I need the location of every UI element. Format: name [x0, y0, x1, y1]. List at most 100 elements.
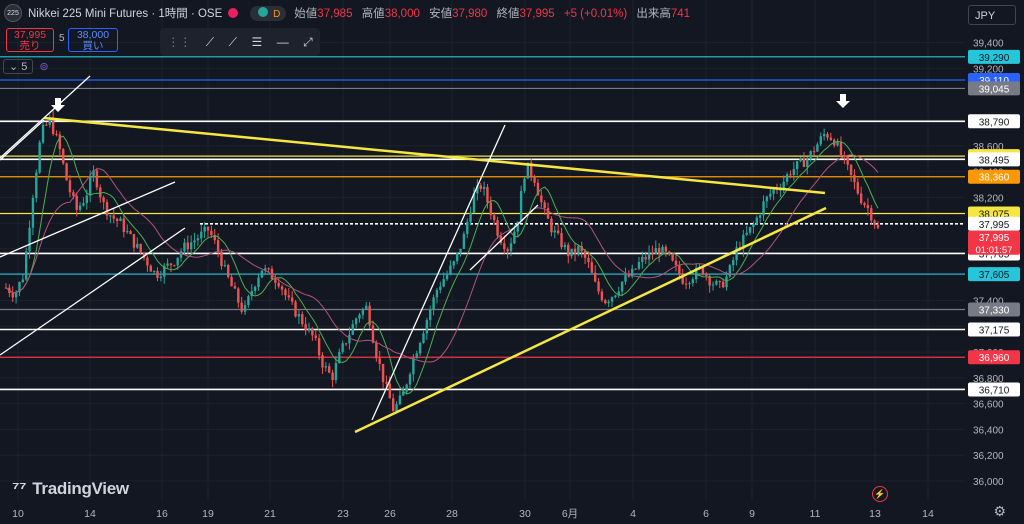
indicator-toggle[interactable]: ⌄ 5 ⊚: [3, 58, 49, 74]
candle-body: [462, 233, 466, 249]
candle-body: [853, 174, 856, 183]
candle-body: [654, 248, 657, 255]
change-value: +5 (+0.01%): [563, 8, 628, 20]
candle-body: [139, 243, 142, 253]
candle-body: [166, 263, 169, 266]
ray-tool-icon[interactable]: ⟋: [228, 34, 237, 49]
candle-body: [506, 249, 509, 252]
candle-body: [75, 195, 78, 210]
candle-body: [132, 234, 136, 248]
symbol-title[interactable]: Nikkei 225 Mini Futures · 1時間 · OSE: [28, 8, 223, 20]
candle-body: [227, 265, 230, 278]
candle-body: [795, 161, 799, 170]
candle-body: [365, 305, 368, 310]
candle-body: [789, 174, 792, 176]
candle-body: [519, 190, 523, 222]
candle-body: [624, 275, 627, 282]
candle-body: [18, 281, 21, 293]
candle-body: [755, 217, 758, 225]
level-price-label: 38,075: [979, 209, 1010, 220]
candle-body: [809, 151, 812, 160]
drawing-toolbar: ⋮⋮ ⟋ ⟋ ☰ — ⤢: [160, 28, 320, 56]
candle-body: [647, 252, 651, 260]
candle-body: [674, 260, 678, 266]
candle-body: [264, 268, 267, 271]
candle-body: [516, 221, 519, 232]
candle-body: [819, 136, 822, 145]
sell-button[interactable]: 37,995 売り: [6, 28, 54, 52]
buy-button[interactable]: 38,000 買い: [68, 28, 118, 52]
candle-body: [169, 263, 173, 266]
x-tick-label: 19: [202, 508, 214, 520]
candle-body: [651, 252, 654, 255]
x-tick-label: 16: [156, 508, 168, 520]
candle-body: [203, 226, 206, 232]
candle-body: [378, 358, 381, 364]
candle-body: [129, 231, 132, 235]
candle-body: [45, 124, 48, 126]
candle-body: [176, 257, 179, 266]
fib-tool-icon[interactable]: ☰: [251, 35, 263, 49]
candle-body: [806, 159, 809, 167]
candle-body: [307, 328, 311, 331]
indicator-count[interactable]: ⌄ 5: [3, 58, 34, 74]
white-channel-line: [0, 119, 45, 161]
candle-body: [526, 162, 530, 179]
drag-handle-icon[interactable]: ⋮⋮: [167, 35, 192, 49]
candle-body: [718, 281, 721, 283]
countdown-label: 01:01:57: [976, 245, 1013, 256]
candle-body: [82, 203, 85, 206]
candle-body: [122, 218, 126, 233]
candle-body: [620, 281, 624, 292]
candle-body: [395, 404, 398, 412]
candle-body: [533, 176, 536, 183]
candle-body: [664, 246, 668, 252]
candle-body: [189, 242, 193, 250]
candle-body: [705, 274, 708, 276]
y-tick-label: 39,400: [973, 39, 1004, 50]
candle-body: [859, 193, 863, 204]
trendline-tool-icon[interactable]: ⟋: [205, 34, 215, 49]
candle-body: [439, 286, 442, 290]
extended-line-tool-icon[interactable]: ⤢: [303, 34, 313, 49]
candle-body: [156, 270, 159, 278]
x-tick-label: 10: [12, 508, 24, 520]
candle-body: [496, 220, 499, 236]
settings-gear-icon[interactable]: ⚙: [993, 503, 1006, 519]
candle-body: [183, 242, 186, 252]
candle-body: [375, 342, 378, 359]
candle-body: [610, 297, 614, 302]
level-price-tag: [968, 169, 1020, 184]
candle-body: [661, 246, 664, 255]
candle-body: [385, 382, 388, 384]
ohlc-readout: 始値37,985 高値38,000 安値37,980 終値37,995 +5 (…: [294, 8, 691, 20]
horizontal-line-tool-icon[interactable]: —: [276, 35, 289, 49]
candle-body: [503, 243, 506, 250]
candle-body: [220, 251, 223, 267]
candle-body: [708, 275, 711, 286]
white-channel-line: [0, 181, 176, 258]
candle-body: [193, 240, 196, 243]
alert-bolt-icon[interactable]: ⚡: [872, 486, 888, 502]
candle-body: [758, 215, 762, 218]
candle-body: [782, 181, 785, 190]
candle-body: [250, 291, 253, 297]
indicator-settings-icon[interactable]: ⊚: [39, 60, 49, 73]
white-channel-line: [0, 227, 186, 356]
candle-body: [112, 215, 115, 219]
candle-body: [671, 254, 674, 261]
currency-select[interactable]: JPY: [968, 5, 1016, 25]
candle-body: [765, 196, 769, 202]
candle-body: [775, 189, 779, 191]
candle-body: [455, 253, 459, 262]
candle-body: [35, 172, 38, 199]
chart-header: 225 Nikkei 225 Mini Futures · 1時間 · OSE …: [0, 0, 696, 26]
down-arrow-marker: [836, 94, 850, 108]
candle-body: [14, 292, 18, 298]
candle-body: [213, 235, 216, 241]
price-axis: 39,40039,20038,80038,60038,40038,20038,0…: [966, 0, 1024, 524]
candle-body: [200, 231, 203, 239]
x-tick-label: 6月: [562, 508, 578, 520]
candle-body: [553, 230, 556, 233]
